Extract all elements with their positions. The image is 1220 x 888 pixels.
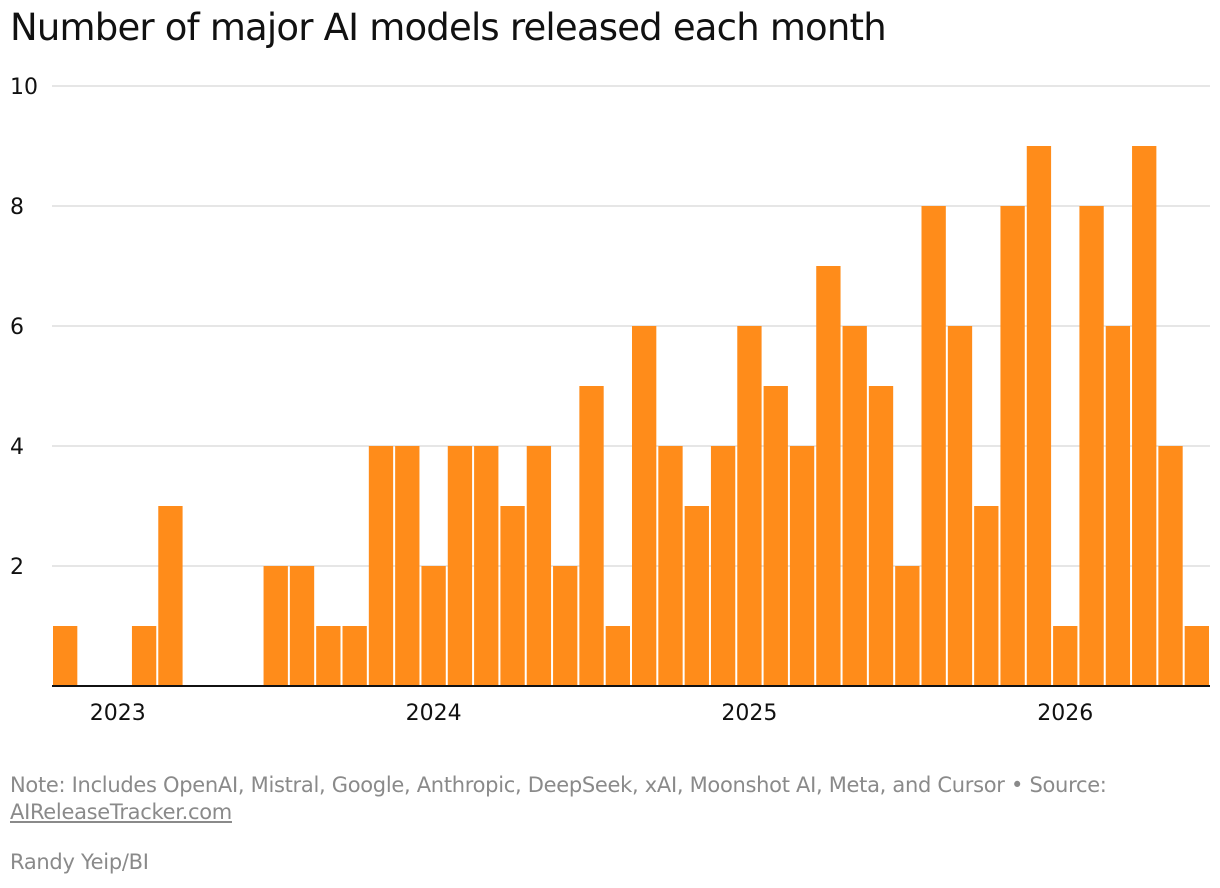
bar-2024-08	[605, 626, 630, 686]
bar-2025-07	[895, 566, 920, 686]
y-tick-label-4: 4	[10, 435, 24, 460]
bars	[53, 146, 1209, 686]
bar-2025-05	[842, 326, 867, 686]
x-tick-label-2025: 2025	[721, 701, 777, 726]
chart-title: Number of major AI models released each …	[10, 6, 887, 49]
y-tick-label-6: 6	[10, 315, 24, 340]
bar-2025-06	[868, 386, 894, 686]
bar-2025-10	[974, 506, 999, 686]
bar-2025-03	[789, 446, 815, 686]
x-axis-tick-labels: 2023 2024 2025 2026	[90, 701, 1093, 726]
bar-2024-01	[421, 566, 446, 686]
bar-2024-06	[553, 566, 578, 686]
bar-2023-03	[158, 506, 183, 686]
bar-2026-04	[1132, 146, 1157, 686]
bar-2023-11	[368, 446, 394, 686]
bar-2024-12	[710, 446, 736, 686]
bar-2023-10	[342, 626, 367, 686]
x-tick-label-2026: 2026	[1037, 701, 1093, 726]
bar-2023-07	[263, 566, 288, 686]
bar-2024-10	[658, 446, 683, 686]
bar-2024-09	[632, 326, 657, 686]
bar-2024-02	[447, 446, 473, 686]
bar-2025-12	[1026, 146, 1052, 686]
bar-2025-01	[737, 326, 762, 686]
bar-2023-09	[316, 626, 341, 686]
y-axis-tick-labels: 2 4 6 8 10	[10, 75, 38, 580]
bar-2026-02	[1079, 206, 1104, 686]
bar-2025-04	[816, 266, 841, 686]
bar-2024-04	[500, 506, 525, 686]
chart-note: Note: Includes OpenAI, Mistral, Google, …	[10, 772, 1210, 826]
bar-2026-05	[1158, 446, 1183, 686]
bar-2025-02	[763, 386, 788, 686]
y-tick-label-8: 8	[10, 195, 24, 220]
bar-2023-12	[395, 446, 420, 686]
bar-2024-05	[526, 446, 552, 686]
bar-2025-09	[947, 326, 973, 686]
bar-2026-06	[1184, 626, 1209, 686]
bar-2025-11	[1000, 206, 1025, 686]
bar-2022-11	[53, 626, 78, 686]
bar-2024-11	[684, 506, 709, 686]
x-tick-label-2023: 2023	[90, 701, 146, 726]
bar-2023-08	[289, 566, 315, 686]
y-tick-label-2: 2	[10, 555, 24, 580]
chart-credit: Randy Yeip/BI	[10, 850, 149, 874]
bar-2023-02	[131, 626, 157, 686]
source-link[interactable]: AIReleaseTracker.com	[10, 800, 232, 824]
y-tick-label-10: 10	[10, 75, 38, 100]
bar-2026-01	[1053, 626, 1078, 686]
bar-2024-07	[579, 386, 604, 686]
bar-2024-03	[474, 446, 499, 686]
note-text: Note: Includes OpenAI, Mistral, Google, …	[10, 773, 1107, 797]
bar-2025-08	[921, 206, 946, 686]
bar-2026-03	[1105, 326, 1131, 686]
x-tick-label-2024: 2024	[406, 701, 462, 726]
